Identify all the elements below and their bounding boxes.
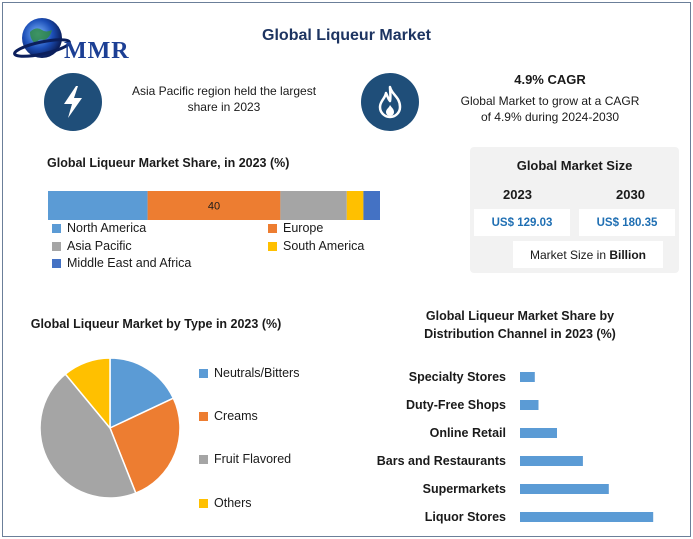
legend-neutrals-bitters: Neutrals/Bitters [199, 366, 299, 380]
legend-europe: Europe [268, 221, 323, 235]
legend-creams: Creams [199, 409, 258, 423]
region-highlight-text: Asia Pacific region held the largest sha… [131, 84, 317, 114]
cagr-title: 4.9% CAGR [514, 72, 586, 87]
legend-south-america: South America [268, 239, 364, 253]
type-chart-title: Global Liqueur Market by Type in 2023 (%… [30, 317, 282, 331]
year-2030-label: 2030 [616, 187, 645, 202]
market-size-unit: Market Size in Billion [513, 241, 663, 268]
legend-north-america: North America [52, 221, 146, 235]
value-2023: US$ 129.03 [474, 209, 570, 236]
market-share-title: Global Liqueur Market Share, in 2023 (%) [47, 156, 290, 170]
cagr-text: Global Market to grow at a CAGR of 4.9% … [460, 94, 640, 124]
market-size-panel: Global Market Size 2023 2030 US$ 129.03 … [470, 147, 679, 273]
flame-icon [361, 73, 419, 131]
channel-chart-title: Global Liqueur Market Share by Distribut… [424, 309, 616, 341]
globe-icon [13, 18, 71, 58]
legend-others: Others [199, 496, 252, 510]
legend-middle-east-africa: Middle East and Africa [52, 256, 191, 270]
logo-text: MMR [64, 38, 130, 64]
value-2030: US$ 180.35 [579, 209, 675, 236]
mmr-logo: MMR [12, 12, 142, 64]
market-size-title: Global Market Size [516, 158, 633, 173]
lightning-bolt-icon [44, 73, 102, 131]
legend-asia-pacific: Asia Pacific [52, 239, 132, 253]
page-title: Global Liqueur Market [262, 27, 431, 44]
legend-fruit-flavored: Fruit Flavored [199, 452, 291, 466]
year-2023-label: 2023 [503, 187, 532, 202]
